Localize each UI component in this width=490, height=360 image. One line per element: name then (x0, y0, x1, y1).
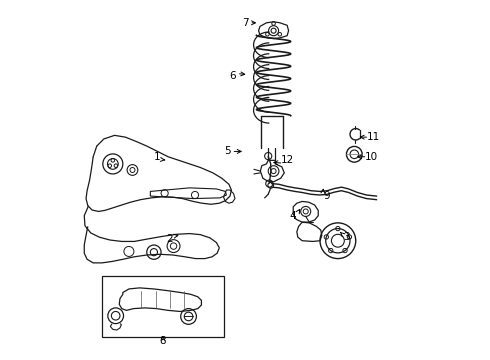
Text: 1: 1 (154, 152, 161, 162)
Text: 5: 5 (224, 147, 230, 157)
Text: 3: 3 (343, 232, 350, 242)
Text: 9: 9 (324, 191, 330, 201)
Text: 12: 12 (281, 156, 294, 165)
Bar (102, 276, 223, 337)
Text: 10: 10 (365, 152, 378, 162)
Text: 7: 7 (242, 18, 248, 28)
Text: 4: 4 (290, 211, 296, 221)
Text: 2: 2 (167, 234, 173, 244)
Text: 8: 8 (160, 336, 166, 346)
Text: 11: 11 (367, 132, 380, 142)
Text: 6: 6 (229, 71, 236, 81)
